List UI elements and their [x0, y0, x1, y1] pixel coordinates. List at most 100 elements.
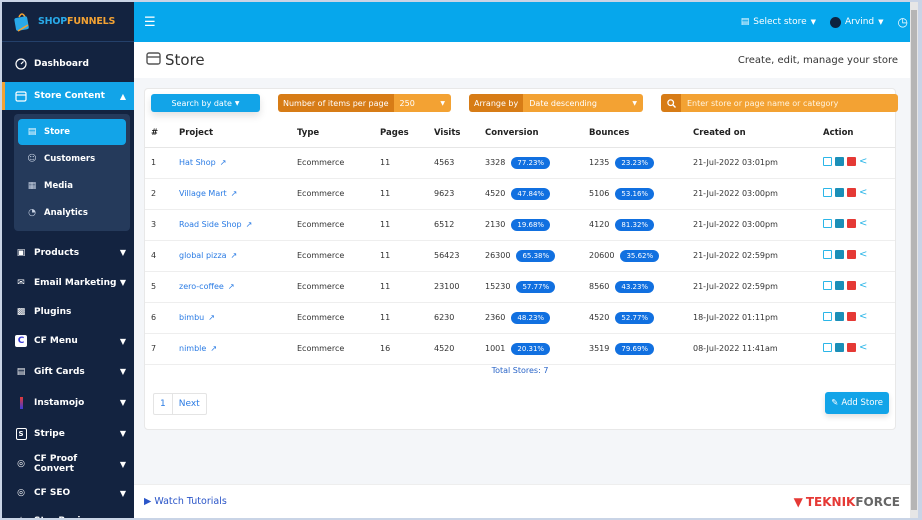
external-link-icon[interactable]: ↗	[245, 220, 253, 229]
external-link-icon[interactable]: ↗	[227, 282, 235, 291]
share-icon[interactable]: <	[859, 311, 868, 322]
play-icon: ▶	[144, 496, 152, 507]
add-store-button[interactable]: ✎ Add Store	[825, 392, 889, 414]
sidebar-item-store-content[interactable]: Store Content ▲	[2, 82, 134, 110]
edit-icon[interactable]	[823, 312, 832, 321]
sidebar-item-plugins[interactable]: ▩ Plugins	[2, 297, 134, 326]
sidebar-item-analytics[interactable]: ◔ Analytics	[18, 200, 126, 226]
arrange-by-select[interactable]: Arrange by Date descending ▼	[469, 94, 643, 112]
sidebar-item-cf-seo[interactable]: ◎ CF SEO ▼	[2, 479, 134, 507]
created-cell: 21-Jul-2022 02:59pm	[687, 271, 817, 303]
delete-icon[interactable]	[847, 219, 856, 228]
chevron-down-icon: ▼	[119, 367, 126, 376]
delete-icon[interactable]	[847, 157, 856, 166]
select-store-dropdown[interactable]: ▤ Select store ▼	[740, 17, 817, 27]
project-cell: bimbu ↗	[173, 302, 291, 334]
action-cell: <	[817, 240, 895, 272]
external-link-icon[interactable]: ↗	[208, 313, 215, 322]
user-menu[interactable]: Arvind ▼	[830, 16, 884, 28]
box-icon: ▣	[16, 247, 26, 258]
chevron-down-icon: ▼	[119, 398, 126, 407]
conversion-cell: 4520 47.84%	[479, 178, 583, 210]
delete-icon[interactable]	[847, 343, 856, 352]
share-icon[interactable]: <	[859, 187, 868, 198]
copy-icon[interactable]	[835, 343, 844, 352]
sidebar-item-customers[interactable]: ☺ Customers	[27, 154, 96, 164]
watch-tutorials-link[interactable]: ▶ Watch Tutorials	[144, 496, 227, 507]
edit-icon[interactable]	[823, 343, 832, 352]
sidebar-item-stripe[interactable]: S Stripe ▼	[2, 418, 134, 449]
sidebar-item-star-reviews[interactable]: ★ Star Reviews ▼	[2, 507, 134, 518]
action-cell: <	[817, 147, 895, 179]
sidebar-item-instamojo[interactable]: Instamojo ▼	[2, 387, 134, 418]
copy-icon[interactable]	[835, 281, 844, 290]
row-number: 2	[145, 178, 173, 210]
chevron-up-icon: ▲	[119, 91, 126, 101]
edit-icon[interactable]	[823, 188, 832, 197]
visits-cell: 6512	[428, 209, 479, 241]
copy-icon[interactable]	[835, 157, 844, 166]
items-per-page-select[interactable]: Number of items per page 250 ▼	[278, 94, 451, 112]
edit-icon[interactable]	[823, 157, 832, 166]
created-cell: 18-Jul-2022 01:11pm	[687, 302, 817, 334]
project-link[interactable]: Village Mart	[179, 189, 227, 198]
pie-chart-icon: ◔	[28, 208, 36, 218]
row-number: 1	[145, 147, 173, 179]
project-link[interactable]: nimble	[179, 344, 207, 353]
pages-cell: 11	[374, 147, 428, 179]
share-icon[interactable]: <	[859, 342, 868, 353]
edit-icon[interactable]	[823, 281, 832, 290]
pages-cell: 11	[374, 178, 428, 210]
next-page-link[interactable]: Next	[171, 394, 206, 414]
share-icon[interactable]: <	[859, 249, 868, 260]
page-scrollbar[interactable]	[910, 2, 918, 518]
share-icon[interactable]: <	[859, 280, 868, 291]
target-icon: ◎	[17, 459, 25, 469]
sidebar-item-media[interactable]: ▦ Media	[27, 181, 73, 191]
sidebar-item-dashboard[interactable]: Dashboard	[2, 50, 134, 78]
project-link[interactable]: bimbu	[179, 313, 205, 322]
delete-icon[interactable]	[847, 312, 856, 321]
bounces-cell: 4120 81.32%	[583, 209, 687, 241]
sidebar-item-cf-proof-convert[interactable]: ◎ CF Proof Convert ▼	[2, 449, 134, 479]
sidebar-item-email-marketing[interactable]: ✉ Email Marketing ▼	[2, 268, 134, 297]
external-link-icon[interactable]: ↗	[210, 344, 218, 353]
sidebar-item-products[interactable]: ▣ Products ▼	[2, 237, 134, 268]
sidebar-item-store[interactable]: ▤ Store	[18, 119, 126, 145]
copy-icon[interactable]	[835, 219, 844, 228]
footer: ▶ Watch Tutorials ▼ TEKNIK FORCE	[134, 484, 910, 518]
share-icon[interactable]: <	[859, 218, 868, 229]
project-link[interactable]: Road Side Shop	[179, 220, 242, 229]
page-1-link[interactable]: 1	[160, 399, 166, 409]
external-link-icon[interactable]: ↗	[230, 251, 238, 260]
share-icon[interactable]: <	[859, 156, 868, 167]
copy-icon[interactable]	[835, 188, 844, 197]
project-link[interactable]: global pizza	[179, 251, 227, 260]
scrollbar-thumb[interactable]	[911, 10, 917, 510]
delete-icon[interactable]	[847, 188, 856, 197]
table-header-row: # Project Type Pages Visits Conversion B…	[145, 119, 895, 148]
store-search-input[interactable]: Enter store or page name or category	[661, 94, 898, 112]
edit-icon[interactable]	[823, 250, 832, 259]
hamburger-menu-icon[interactable]: ☰	[144, 14, 156, 30]
edit-icon[interactable]	[823, 219, 832, 228]
sidebar-item-gift-cards[interactable]: ▤ Gift Cards ▼	[2, 356, 134, 387]
project-link[interactable]: Hat Shop	[179, 158, 216, 167]
search-by-date-button[interactable]: Search by date ▼	[151, 94, 260, 112]
brand[interactable]: SHOPFUNNELS	[2, 2, 134, 42]
main-content: Store Create, edit, manage your store Se…	[134, 42, 910, 518]
copy-icon[interactable]	[835, 312, 844, 321]
project-cell: zero-coffee ↗	[173, 271, 291, 303]
created-cell: 21-Jul-2022 03:00pm	[687, 178, 817, 210]
sidebar-item-cf-menu[interactable]: C CF Menu ▼	[2, 326, 134, 356]
delete-icon[interactable]	[847, 250, 856, 259]
external-link-icon[interactable]: ↗	[230, 189, 238, 198]
external-link-icon[interactable]: ↗	[219, 158, 227, 167]
type-cell: Ecommerce	[291, 178, 374, 210]
stores-table: # Project Type Pages Visits Conversion B…	[145, 119, 895, 365]
copy-icon[interactable]	[835, 250, 844, 259]
bounces-cell: 20600 35.62%	[583, 240, 687, 272]
delete-icon[interactable]	[847, 281, 856, 290]
globe-icon[interactable]: ◷	[897, 15, 908, 29]
project-link[interactable]: zero-coffee	[179, 282, 224, 291]
